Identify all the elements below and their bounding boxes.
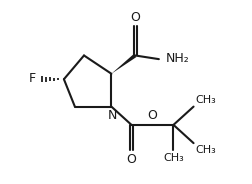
Text: O: O bbox=[130, 10, 140, 24]
Text: F: F bbox=[28, 72, 36, 85]
Text: O: O bbox=[127, 153, 136, 166]
Text: CH₃: CH₃ bbox=[195, 145, 216, 155]
Text: NH₂: NH₂ bbox=[166, 52, 190, 65]
Text: CH₃: CH₃ bbox=[195, 95, 216, 105]
Text: O: O bbox=[147, 109, 158, 122]
Polygon shape bbox=[111, 54, 136, 74]
Text: N: N bbox=[108, 109, 117, 122]
Text: CH₃: CH₃ bbox=[163, 153, 184, 163]
